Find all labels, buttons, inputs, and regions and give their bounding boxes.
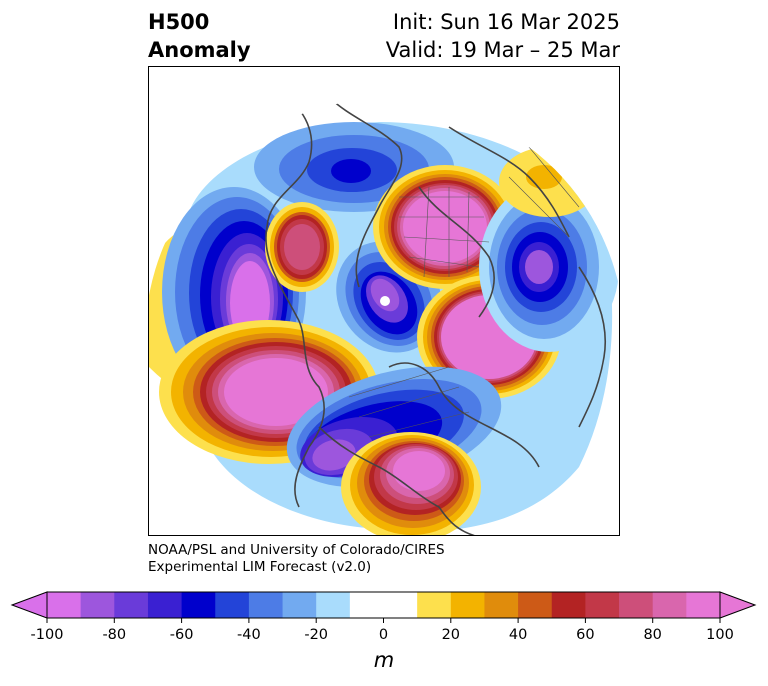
- positive-anomaly-north-center: [373, 165, 517, 289]
- colorbar-cell: [282, 592, 317, 618]
- positive-anomaly-south: [341, 432, 481, 535]
- colorbar-tick-label: -80: [102, 627, 127, 643]
- colorbar-tick-label: 0: [378, 627, 389, 643]
- colorbar-tick-label: 40: [508, 627, 528, 643]
- colorbar-tick-label: -100: [30, 627, 64, 643]
- positive-anomaly-small: [265, 202, 339, 292]
- colorbar-cell: [450, 592, 485, 618]
- colorbar-cell: [80, 592, 115, 618]
- title-line1: H500: [148, 10, 210, 34]
- credit: NOAA/PSL and University of Colorado/CIRE…: [148, 542, 445, 576]
- colorbar-unit: m: [373, 648, 395, 672]
- credit-line2: Experimental LIM Forecast (v2.0): [148, 559, 372, 575]
- colorbar-cell: [47, 592, 82, 618]
- polar-projection-map: [149, 99, 619, 535]
- colorbar-cell: [585, 592, 620, 618]
- title-line2: Anomaly: [148, 38, 251, 62]
- valid-range: Valid: 19 Mar – 25 Mar: [385, 38, 620, 62]
- colorbar-cell: [619, 592, 654, 618]
- map-title: H500 Anomaly: [148, 8, 251, 64]
- colorbar-cell: [147, 592, 183, 618]
- colorbar-tick-label: 100: [706, 627, 734, 643]
- coastlines: [265, 99, 607, 535]
- colorbar-cell: [417, 592, 452, 618]
- colorbar-cell: [316, 592, 351, 618]
- colorbar-cell: [551, 592, 586, 618]
- colorbar-cell: [349, 592, 384, 618]
- colorbar-cell: [484, 592, 519, 618]
- colorbar-cell: [248, 592, 284, 618]
- colorbar-tick-label: 60: [576, 627, 595, 643]
- anomaly-map: [148, 66, 620, 536]
- colorbar-cell: [686, 592, 721, 618]
- negative-anomaly-east: [479, 182, 619, 352]
- colorbar-cell: [215, 592, 250, 618]
- colorbar-cell: [518, 592, 553, 618]
- colorbar-tick-label: 80: [643, 627, 662, 643]
- colorbar-tick-label: 20: [441, 627, 461, 643]
- colorbar-max-arrow: [719, 591, 757, 619]
- colorbar-tick-label: -60: [169, 627, 194, 643]
- colorbar-cell: [181, 592, 216, 618]
- colorbar-cell: [114, 592, 149, 618]
- credit-line1: NOAA/PSL and University of Colorado/CIRE…: [148, 542, 445, 558]
- colorbar-tick-label: -40: [237, 627, 261, 643]
- forecast-dates: Init: Sun 16 Mar 2025 Valid: 19 Mar – 25…: [386, 8, 620, 64]
- colorbar-tick-label: -20: [304, 627, 329, 643]
- init-date: Init: Sun 16 Mar 2025: [392, 10, 620, 34]
- colorbar-cell: [383, 592, 418, 618]
- colorbar-min-arrow: [10, 591, 48, 619]
- colorbar-cell: [652, 592, 687, 618]
